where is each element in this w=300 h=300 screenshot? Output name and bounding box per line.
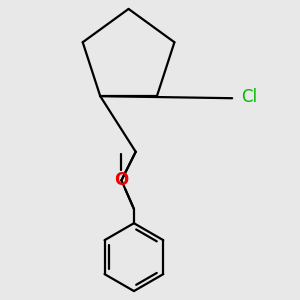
Text: Cl: Cl [241,88,257,106]
Text: O: O [114,171,129,189]
